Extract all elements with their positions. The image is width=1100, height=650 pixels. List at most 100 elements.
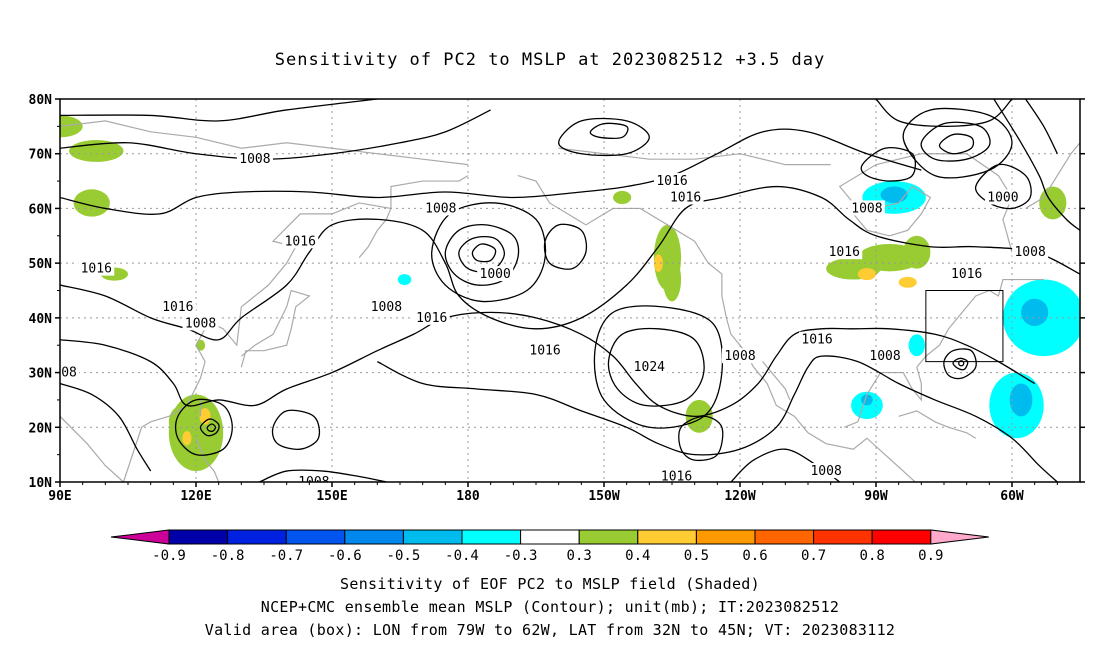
colorbar-segment [227, 529, 287, 545]
coastline [60, 415, 124, 482]
contour-label-bg [658, 468, 695, 482]
colorbar-segment [168, 529, 229, 545]
contour-label-bg [667, 189, 704, 205]
lon-label: 150W [588, 489, 619, 504]
colorbar-label: 0.6 [742, 548, 767, 564]
colorbar-label: 0.8 [860, 548, 885, 564]
mslp-contour [444, 223, 520, 286]
colorbar: -0.9 -0.8 -0.7 -0.6 -0.5 -0.4 -0.3 0.3 0.4 0.5 0.6… [110, 529, 989, 564]
contour-label-bg [60, 364, 80, 380]
coastline [195, 437, 220, 482]
contour-label-bg [1012, 244, 1049, 260]
lon-label: 60W [1000, 489, 1024, 504]
mslp-contours [60, 99, 1080, 482]
contour-label: 1024 [634, 360, 665, 375]
colorbar-segment [344, 529, 404, 545]
colorbar-label: -0.5 [387, 548, 421, 564]
mslp-contour [199, 418, 220, 437]
caption-valid-area: Valid area (box): LON from 79W to 62W, L… [204, 621, 896, 639]
lat-label: 70N [29, 148, 53, 163]
mslp-contour [875, 99, 1013, 128]
lat-label: 50N [29, 257, 53, 272]
coastline [1025, 142, 1080, 209]
mslp-contour [678, 415, 724, 462]
lon-label: 180 [456, 489, 480, 504]
contour-label-bg [413, 309, 450, 325]
mslp-contour [60, 109, 491, 160]
mslp-contour [938, 133, 975, 155]
contour-label-bg [984, 189, 1021, 205]
colorbar-label: -0.9 [152, 548, 186, 564]
lon-label: 120E [180, 489, 211, 504]
shaded-patch [857, 268, 877, 281]
shaded-patch [397, 274, 412, 286]
latitude-labels: 80N 70N 60N 50N 40N 30N 20N 10N [29, 93, 53, 491]
longitude-labels: 90E 120E 150E 180 150W 120W 90W 60W [48, 489, 1024, 504]
mslp-contour [593, 305, 724, 429]
coastline [898, 410, 977, 439]
map-title: Sensitivity of PC2 to MSLP at 2023082512… [274, 50, 826, 70]
mslp-contour [174, 398, 233, 456]
contour-label-bg [159, 298, 196, 314]
mslp-contour [952, 357, 969, 371]
mslp-contour [558, 117, 650, 157]
lat-label: 10N [29, 476, 53, 491]
shaded-patch [653, 254, 663, 272]
mslp-contour [377, 355, 1058, 482]
shaded-patch [851, 391, 883, 420]
contour-label: 1016 [670, 190, 701, 205]
contour-label: 1008 [371, 300, 402, 315]
colorbar-segment [578, 529, 639, 545]
lat-label: 30N [29, 367, 53, 382]
colorbar-high-cap [930, 529, 989, 545]
colorbar-label: -0.8 [211, 548, 245, 564]
mslp-contour [993, 99, 1080, 231]
contour-label-bg [78, 260, 115, 276]
caption-contour: NCEP+CMC ensemble mean MSLP (Contour); u… [260, 598, 840, 616]
shaded-patch [196, 339, 206, 351]
colorbar-label: 0.9 [918, 548, 943, 564]
contour-label-bg [948, 266, 985, 282]
contour-label-bg [422, 200, 459, 216]
colorbar-segment [461, 529, 522, 545]
shaded-patch [880, 186, 908, 203]
shaded-patch [613, 190, 632, 205]
coastline [60, 120, 469, 166]
contour-label: 1016 [801, 333, 832, 348]
mslp-contour [860, 147, 917, 182]
coastline [358, 208, 392, 259]
contour-label-bg [182, 315, 219, 331]
coastline [122, 175, 469, 482]
colorbar-label: 0.3 [567, 548, 592, 564]
colorbar-segment [285, 529, 346, 545]
shaded-patch [908, 334, 925, 357]
shaded-patch [199, 408, 211, 425]
contour-label-bg [848, 200, 885, 216]
contour-label: 1000 [987, 190, 1018, 205]
coastline [762, 361, 791, 401]
contour-label: 1008 [1014, 245, 1045, 260]
colorbar-label: 0.7 [801, 548, 826, 564]
contour-label-bg [799, 331, 836, 347]
shaded-patch [662, 257, 682, 302]
shaded-patch [903, 235, 931, 269]
contour-label-bg [236, 151, 273, 167]
contour-label-bg [477, 266, 514, 282]
mslp-contour [431, 202, 547, 303]
caption-shading: Sensitivity of EOF PC2 to MSLP field (Sh… [340, 575, 760, 593]
gridlines [60, 99, 1080, 482]
lon-label: 120W [724, 489, 755, 504]
colorbar-label: 0.4 [625, 548, 650, 564]
contour-label: 1008 [239, 152, 270, 167]
contour-label: 1016 [656, 174, 687, 189]
contour-label: 1008 [851, 201, 882, 216]
colorbar-segment [813, 529, 873, 545]
mslp-contour [607, 327, 705, 407]
colorbar-segment [754, 529, 815, 545]
colorbar-segment [402, 529, 463, 545]
coastline [240, 289, 311, 368]
colorbar-label: -0.3 [504, 548, 538, 564]
mslp-contour [60, 128, 922, 215]
